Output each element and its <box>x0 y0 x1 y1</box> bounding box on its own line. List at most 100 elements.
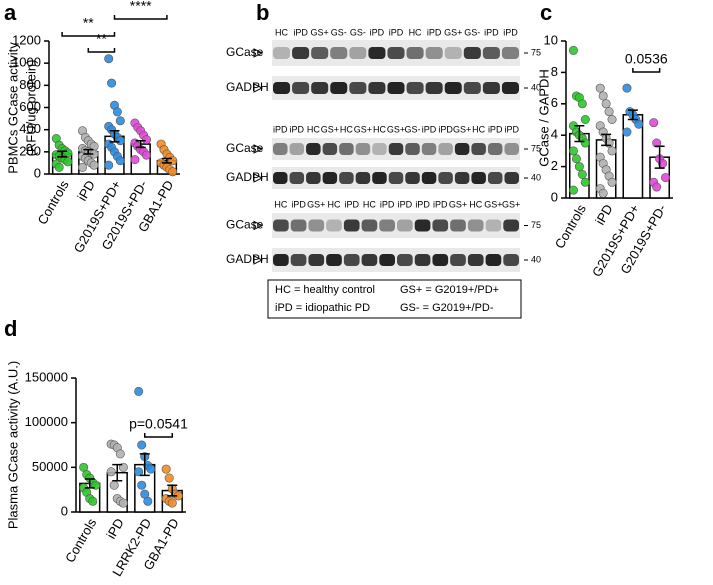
blot-band <box>467 254 484 266</box>
blot-band <box>388 143 404 155</box>
annotation: ** <box>83 15 94 31</box>
marker-label: 40 <box>531 172 541 182</box>
x-tick-label: iPD <box>74 178 97 204</box>
data-point <box>568 185 578 195</box>
blot-band <box>273 47 291 59</box>
lane-label: iPD <box>488 124 503 134</box>
lane-label: GS+ <box>354 124 372 134</box>
lane-label: HC <box>328 199 341 209</box>
data-point <box>130 155 140 165</box>
lane-label: GS+ <box>444 27 462 37</box>
lane-label: iPD <box>344 199 359 209</box>
lane-label: iPD <box>422 124 437 134</box>
data-point <box>161 464 171 474</box>
blot-band <box>311 47 329 59</box>
significance-bracket <box>632 68 661 73</box>
lane-label: HC <box>340 124 353 134</box>
blot-band <box>387 47 405 59</box>
blot-band <box>405 172 420 184</box>
lane-label: GS- <box>350 27 366 37</box>
data-point <box>115 449 125 459</box>
blot-band <box>368 82 386 94</box>
data-point <box>652 182 662 192</box>
data-point <box>88 496 98 506</box>
x-tick-label: iPD <box>592 202 615 228</box>
blot-band <box>290 219 307 232</box>
blot-band <box>361 219 378 232</box>
data-point <box>104 54 114 64</box>
blot-band <box>349 82 367 94</box>
data-point <box>115 116 125 126</box>
data-point <box>134 467 144 477</box>
blot-band <box>467 219 484 232</box>
lane-label: GS+ <box>321 124 339 134</box>
blot-band <box>355 172 371 184</box>
data-point <box>622 127 632 137</box>
blot-band <box>414 254 431 266</box>
lane-label: iPD <box>291 199 306 209</box>
blot-band <box>349 47 367 59</box>
blot-band <box>482 82 500 94</box>
annotation: 0.0536 <box>625 51 668 67</box>
data-point <box>634 119 644 129</box>
error-bar <box>109 130 120 143</box>
x-tick-label: Controls <box>62 515 99 565</box>
y-tick-label: 0 <box>61 503 68 518</box>
blot-band <box>306 172 321 184</box>
blot-band <box>444 47 462 59</box>
data-point <box>577 169 587 179</box>
blot-band <box>438 143 453 155</box>
significance-bracket <box>61 32 116 37</box>
blot-band <box>355 143 371 155</box>
blot-band <box>273 254 289 266</box>
band-label: GCase <box>226 45 264 59</box>
legend-box <box>267 279 522 319</box>
marker-label: 75 <box>531 47 541 57</box>
data-point <box>112 107 122 117</box>
blot-band <box>485 219 502 232</box>
data-point <box>607 177 617 187</box>
data-point <box>652 138 662 148</box>
band-arrow <box>253 220 264 231</box>
data-point <box>607 146 617 156</box>
data-point <box>574 162 584 172</box>
data-point <box>622 83 632 93</box>
band-arrow <box>253 255 264 265</box>
blot-band <box>501 47 519 59</box>
data-point <box>661 173 671 183</box>
lane-label: GS+ <box>502 199 520 209</box>
error-bar <box>654 145 665 169</box>
blot-band <box>379 219 395 232</box>
lane-label: HC <box>409 27 422 37</box>
x-tick-label: Controls <box>34 177 71 227</box>
error-bar <box>601 133 612 147</box>
blot-band <box>444 82 462 94</box>
y-tick-label: 6 <box>551 95 558 110</box>
blot-band <box>339 143 354 155</box>
blot-band <box>343 254 360 266</box>
error-bar <box>84 478 95 489</box>
data-point <box>109 480 119 490</box>
lane-label: GS- <box>405 124 421 134</box>
data-point <box>146 464 156 474</box>
lane-label: HC <box>373 124 386 134</box>
y-tick-label: 150000 <box>25 369 68 384</box>
y-tick-label: 50000 <box>32 459 68 474</box>
blot-band <box>387 82 405 94</box>
blot-band <box>322 143 338 155</box>
band-label: GADPH <box>226 80 269 94</box>
panel-label: c <box>540 0 552 25</box>
y-tick-label: 4 <box>551 127 558 142</box>
data-point <box>580 115 590 125</box>
band-label: GADPH <box>226 170 269 184</box>
lane-label: iPD <box>389 27 404 37</box>
blot-band <box>290 254 307 266</box>
marker-label: 40 <box>531 82 541 92</box>
blot-band <box>421 143 437 155</box>
lane-label: iPD <box>438 124 453 134</box>
blot-band <box>406 47 424 59</box>
y-tick-label: 600 <box>19 99 41 114</box>
blot-band <box>308 219 325 232</box>
annotation: **** <box>130 0 152 14</box>
panel-label: d <box>4 316 17 341</box>
